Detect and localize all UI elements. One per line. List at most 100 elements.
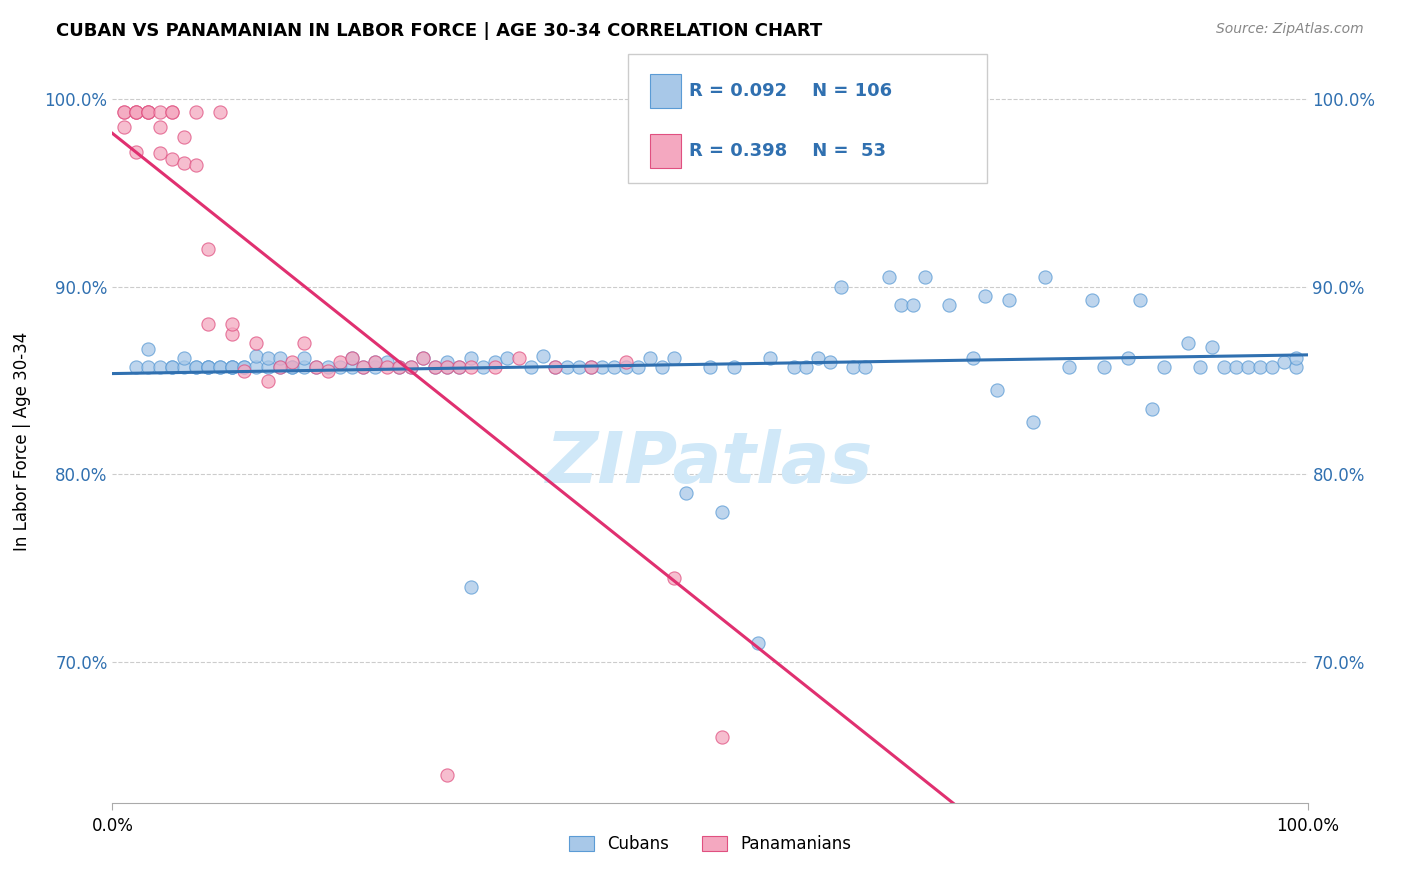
Point — [807, 351, 830, 365]
Point — [568, 360, 591, 375]
Point — [401, 360, 423, 375]
Point — [472, 360, 495, 375]
Point — [711, 505, 734, 519]
Point — [460, 360, 482, 375]
Point — [1272, 355, 1295, 369]
Point — [543, 360, 565, 375]
Point — [603, 360, 626, 375]
Point — [138, 342, 160, 356]
Point — [197, 360, 219, 375]
Point — [484, 355, 506, 369]
Point — [436, 360, 458, 375]
Point — [1033, 270, 1056, 285]
Point — [173, 351, 195, 365]
Point — [460, 351, 482, 365]
Text: R = 0.398    N =  53: R = 0.398 N = 53 — [689, 142, 886, 160]
Point — [125, 145, 148, 159]
Point — [914, 270, 936, 285]
Point — [1081, 293, 1104, 307]
Point — [186, 360, 208, 375]
Point — [162, 105, 183, 120]
Point — [723, 360, 745, 375]
Point — [292, 351, 315, 365]
Point — [269, 351, 291, 365]
Point — [125, 105, 148, 120]
Point — [377, 360, 399, 375]
Point — [436, 355, 458, 369]
Point — [1057, 360, 1080, 375]
Point — [998, 293, 1021, 307]
Point — [425, 360, 447, 375]
Point — [664, 571, 686, 585]
Point — [484, 360, 506, 375]
Point — [1285, 351, 1308, 365]
Point — [412, 351, 434, 365]
Point — [114, 105, 135, 120]
Point — [1153, 360, 1175, 375]
Point — [543, 360, 565, 375]
Point — [340, 351, 363, 365]
Point — [1285, 360, 1308, 375]
Point — [305, 360, 328, 375]
Point — [138, 105, 160, 120]
Point — [496, 351, 519, 365]
Point — [1261, 360, 1284, 375]
Point — [903, 298, 925, 312]
Point — [173, 129, 195, 144]
Point — [962, 351, 984, 365]
Point — [340, 351, 363, 365]
Point — [1237, 360, 1260, 375]
Point — [352, 360, 374, 375]
Point — [616, 355, 638, 369]
Point — [640, 351, 662, 365]
Text: Source: ZipAtlas.com: Source: ZipAtlas.com — [1216, 22, 1364, 37]
Point — [329, 355, 352, 369]
Point — [138, 105, 160, 120]
Point — [221, 360, 243, 375]
Point — [257, 351, 280, 365]
Point — [531, 349, 554, 363]
Point — [125, 360, 148, 375]
Point — [197, 318, 219, 332]
Point — [579, 360, 602, 375]
Point — [436, 360, 458, 375]
Point — [782, 360, 804, 375]
Point — [855, 360, 877, 375]
Point — [233, 364, 256, 378]
Point — [149, 360, 172, 375]
Point — [401, 360, 423, 375]
Point — [197, 360, 219, 375]
Point — [186, 158, 208, 172]
Point — [986, 383, 1008, 397]
Point — [555, 360, 578, 375]
Point — [794, 360, 817, 375]
Point — [711, 730, 734, 744]
Point — [1142, 401, 1164, 416]
Point — [149, 120, 172, 135]
Point — [447, 360, 470, 375]
Point — [138, 360, 160, 375]
Point — [149, 105, 172, 120]
Point — [257, 360, 280, 375]
Text: R = 0.092    N = 106: R = 0.092 N = 106 — [689, 82, 891, 100]
Point — [412, 351, 434, 365]
Point — [125, 105, 148, 120]
Point — [447, 360, 470, 375]
Point — [186, 105, 208, 120]
Point — [257, 374, 280, 388]
Point — [699, 360, 721, 375]
Legend: Cubans, Panamanians: Cubans, Panamanians — [562, 828, 858, 860]
Point — [388, 360, 411, 375]
Y-axis label: In Labor Force | Age 30-34: In Labor Force | Age 30-34 — [13, 332, 31, 551]
Point — [221, 326, 243, 341]
Point — [759, 351, 782, 365]
Point — [974, 289, 997, 303]
Point — [364, 355, 387, 369]
Point — [651, 360, 673, 375]
Point — [890, 298, 912, 312]
Point — [388, 360, 411, 375]
Point — [377, 355, 399, 369]
Point — [340, 360, 363, 375]
Point — [831, 279, 853, 293]
Point — [1249, 360, 1271, 375]
